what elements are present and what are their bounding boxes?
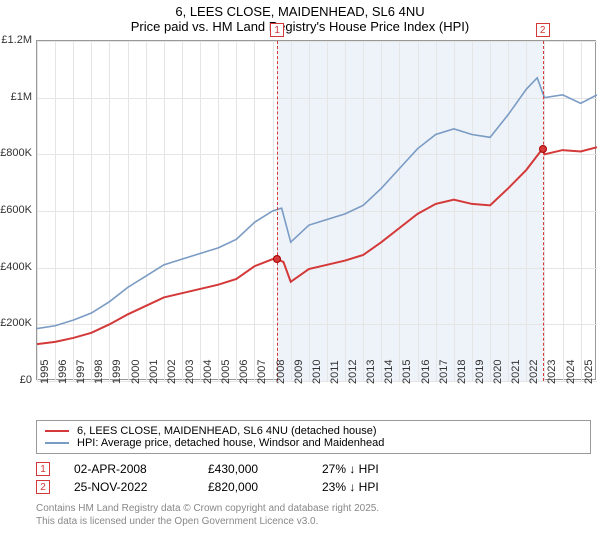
delta-cell: 27% ↓ HPI xyxy=(322,462,379,476)
legend-swatch xyxy=(45,430,69,432)
marker-badge: 1 xyxy=(36,462,50,476)
chart-subtitle: Price paid vs. HM Land Registry's House … xyxy=(0,19,600,38)
marker-badge: 2 xyxy=(36,480,50,494)
legend-label: 6, LEES CLOSE, MAIDENHEAD, SL6 4NU (deta… xyxy=(77,425,377,437)
legend: 6, LEES CLOSE, MAIDENHEAD, SL6 4NU (deta… xyxy=(36,420,591,454)
chart-title: 6, LEES CLOSE, MAIDENHEAD, SL6 4NU xyxy=(0,0,600,19)
legend-item: HPI: Average price, detached house, Wind… xyxy=(45,437,582,449)
legend-label: HPI: Average price, detached house, Wind… xyxy=(77,437,384,449)
line-series xyxy=(37,41,597,381)
attribution: Contains HM Land Registry data © Crown c… xyxy=(36,502,600,528)
legend-item: 6, LEES CLOSE, MAIDENHEAD, SL6 4NU (deta… xyxy=(45,425,582,437)
chart-container: 6, LEES CLOSE, MAIDENHEAD, SL6 4NU Price… xyxy=(0,0,600,560)
price-cell: £430,000 xyxy=(208,462,298,476)
delta-cell: 23% ↓ HPI xyxy=(322,480,379,494)
attribution-line: Contains HM Land Registry data © Crown c… xyxy=(36,502,600,515)
table-row: 2 25-NOV-2022 £820,000 23% ↓ HPI xyxy=(36,478,600,496)
price-cell: £820,000 xyxy=(208,480,298,494)
chart-area: 12 £0£200K£400K£600K£800K£1M£1.2M 199519… xyxy=(36,40,596,410)
legend-swatch xyxy=(45,442,69,444)
date-cell: 02-APR-2008 xyxy=(74,462,184,476)
attribution-line: This data is licensed under the Open Gov… xyxy=(36,515,600,528)
date-cell: 25-NOV-2022 xyxy=(74,480,184,494)
table-row: 1 02-APR-2008 £430,000 27% ↓ HPI xyxy=(36,460,600,478)
transaction-table: 1 02-APR-2008 £430,000 27% ↓ HPI 2 25-NO… xyxy=(36,460,600,496)
plot-area: 12 xyxy=(36,40,596,380)
